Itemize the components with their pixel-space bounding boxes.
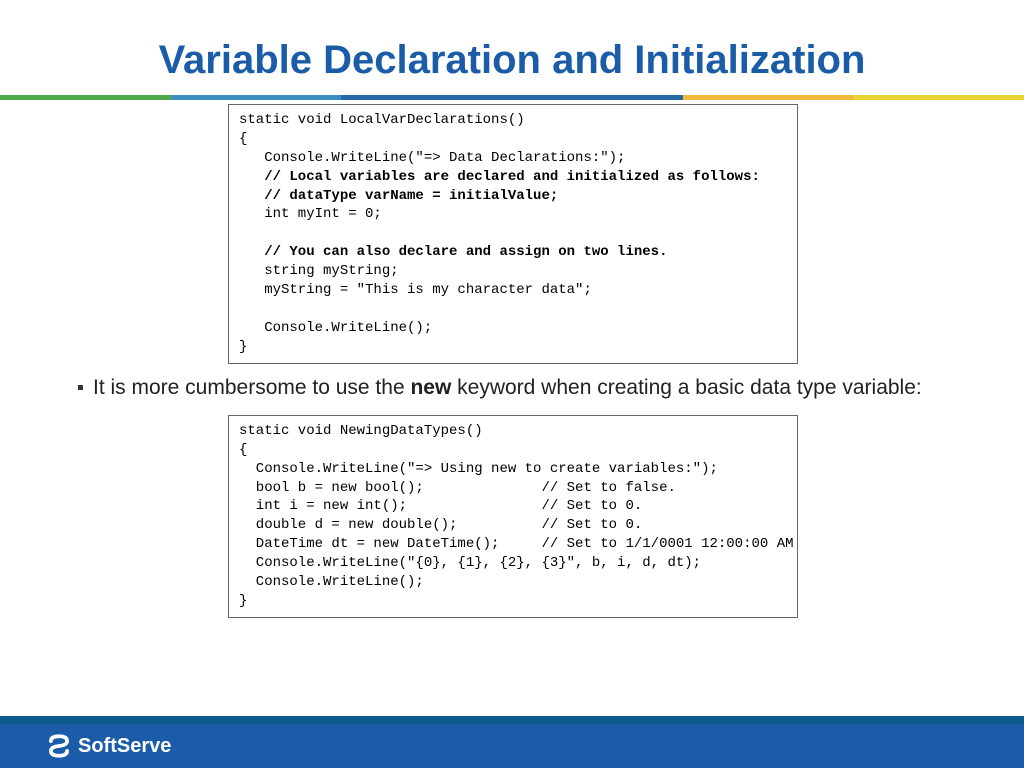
color-bar [0,95,1024,100]
colorbar-seg-4 [512,95,683,100]
code1-l3: Console.WriteLine("=> Data Declarations:… [239,150,625,166]
colorbar-seg-3 [341,95,512,100]
code2-l2: { [239,442,247,458]
colorbar-seg-2 [171,95,342,100]
footer-brand-2: Serve [117,735,172,757]
footer-bar-top [0,716,1024,724]
code1-l8: // You can also declare and assign on tw… [239,244,667,260]
bullet-text-pre: It is more cumbersome to use the [93,376,410,399]
code2-l5: int i = new int(); // Set to 0. [239,498,642,514]
bullet-text: It is more cumbersome to use the new key… [93,374,922,401]
code2-l1: static void NewingDataTypes() [239,423,483,439]
code1-l5: // dataType varName = initialValue; [239,188,558,204]
code2-l3: Console.WriteLine("=> Using new to creat… [239,461,718,477]
code2-l7: DateTime dt = new DateTime(); // Set to … [239,536,794,552]
code1-l2: { [239,131,247,147]
code1-l9: string myString; [239,263,399,279]
colorbar-seg-6 [853,95,1024,100]
bullet-item: It is more cumbersome to use the new key… [0,370,1024,405]
colorbar-seg-1 [0,95,171,100]
bullet-dot-icon [78,385,83,390]
code2-l10: } [239,593,247,609]
code1-l12: Console.WriteLine(); [239,320,432,336]
code-block-1: static void LocalVarDeclarations() { Con… [228,104,798,364]
code2-l9: Console.WriteLine(); [239,574,424,590]
bullet-text-bold: new [410,376,451,399]
footer-brand-1: Soft [78,735,117,757]
code1-l4: // Local variables are declared and init… [239,169,760,185]
bullet-text-post: keyword when creating a basic data type … [451,376,921,399]
code2-l6: double d = new double(); // Set to 0. [239,517,642,533]
code2-l8: Console.WriteLine("{0}, {1}, {2}, {3}", … [239,555,701,571]
code1-l10: myString = "This is my character data"; [239,282,592,298]
code1-l6: int myInt = 0; [239,206,382,222]
code-block-2: static void NewingDataTypes() { Console.… [228,415,798,618]
footer-brand: SoftServe [78,735,171,758]
code1-l1: static void LocalVarDeclarations() [239,112,525,128]
softserve-logo-icon [46,733,72,759]
footer: SoftServe [0,716,1024,768]
slide-title: Variable Declaration and Initialization [0,0,1024,95]
code2-l4: bool b = new bool(); // Set to false. [239,480,676,496]
code1-l13: } [239,339,247,355]
footer-bar-main: SoftServe [0,724,1024,768]
colorbar-seg-5 [683,95,854,100]
